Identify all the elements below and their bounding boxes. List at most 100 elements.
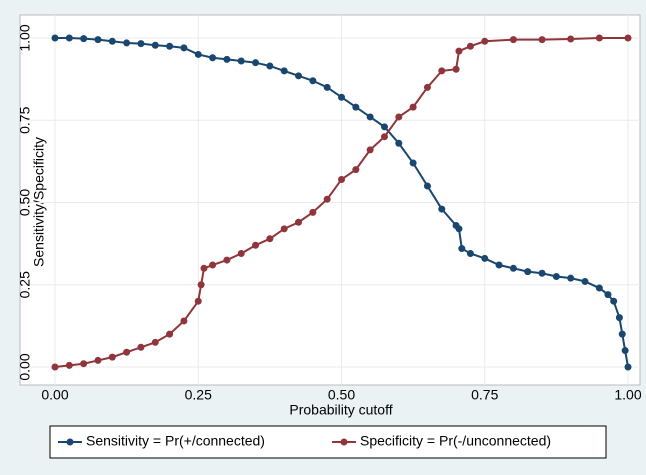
data-point [223, 256, 231, 264]
data-point [624, 363, 632, 371]
data-point [481, 254, 489, 262]
data-point [65, 34, 73, 42]
data-point [395, 113, 403, 121]
data-point [237, 249, 245, 257]
data-point [280, 67, 288, 75]
data-point [581, 277, 589, 285]
data-point [621, 347, 629, 355]
data-point [51, 34, 59, 42]
data-point [552, 273, 560, 281]
data-point [180, 317, 188, 325]
data-point [423, 182, 431, 190]
data-point [481, 37, 489, 45]
x-tick-label: 1.00 [614, 387, 641, 403]
data-point [295, 72, 303, 80]
data-point [200, 264, 208, 272]
data-point [309, 77, 317, 85]
data-point [409, 159, 417, 167]
legend-label: Sensitivity = Pr(+/connected) [86, 433, 265, 449]
x-tick-label: 0.50 [328, 387, 355, 403]
data-point [151, 338, 159, 346]
data-point [338, 175, 345, 183]
data-point [567, 274, 575, 282]
data-point [466, 249, 474, 257]
data-point [509, 264, 517, 272]
data-point [423, 83, 431, 91]
y-tick-label: 1.00 [17, 24, 33, 51]
data-point [80, 35, 88, 43]
data-point [80, 360, 88, 368]
legend-marker [66, 438, 74, 446]
data-point [466, 42, 474, 50]
data-point [567, 35, 575, 43]
data-point [538, 36, 546, 44]
data-point [166, 330, 174, 338]
data-point [595, 34, 603, 42]
x-axis-title: Probability cutoff [289, 402, 392, 418]
data-point [266, 235, 274, 243]
data-point [94, 36, 102, 44]
data-point [252, 59, 260, 67]
data-point [209, 54, 217, 62]
data-point [380, 123, 388, 131]
data-point [51, 363, 59, 371]
data-point [604, 291, 612, 299]
data-point [352, 103, 360, 111]
data-point [380, 133, 388, 141]
legend-marker [340, 438, 348, 446]
data-point [618, 330, 626, 338]
data-point [295, 218, 303, 226]
data-point [438, 67, 446, 75]
data-point [452, 65, 460, 73]
data-point [538, 269, 546, 277]
data-point [338, 93, 345, 101]
data-point [455, 47, 463, 55]
y-tick-label: 0.75 [17, 106, 33, 133]
data-point [209, 261, 217, 269]
data-point [137, 40, 145, 48]
data-point [65, 361, 73, 369]
data-point [595, 284, 603, 292]
data-point [194, 297, 202, 305]
y-tick-label: 0.00 [17, 353, 33, 380]
data-point [455, 225, 463, 233]
data-point [151, 41, 159, 49]
data-point [366, 113, 374, 121]
data-point [252, 241, 260, 249]
data-point [509, 36, 517, 44]
data-point [352, 166, 360, 174]
data-point [108, 353, 116, 361]
data-point [309, 208, 317, 216]
data-point [108, 37, 116, 45]
data-point [495, 261, 503, 269]
data-point [197, 281, 205, 289]
data-point [194, 50, 202, 58]
data-point [123, 348, 131, 356]
x-tick-label: 0.75 [471, 387, 498, 403]
data-point [610, 297, 618, 305]
data-point [266, 62, 274, 70]
x-tick-label: 0.25 [185, 387, 212, 403]
legend-label: Specificity = Pr(-/unconnected) [360, 433, 551, 449]
data-point [123, 39, 131, 47]
data-point [323, 83, 331, 91]
data-point [458, 245, 466, 253]
data-point [615, 314, 623, 322]
data-point [280, 225, 288, 233]
data-point [438, 205, 446, 213]
data-point [137, 343, 145, 351]
data-point [409, 103, 417, 111]
data-point [395, 139, 403, 147]
data-point [223, 55, 231, 63]
data-point [94, 356, 102, 364]
data-point [323, 195, 331, 203]
data-point [237, 57, 245, 65]
x-tick-label: 0.00 [41, 387, 68, 403]
y-tick-label: 0.50 [17, 189, 33, 216]
y-tick-label: 0.25 [17, 271, 33, 298]
data-point [624, 34, 632, 42]
legend [49, 425, 607, 459]
data-point [524, 268, 532, 276]
